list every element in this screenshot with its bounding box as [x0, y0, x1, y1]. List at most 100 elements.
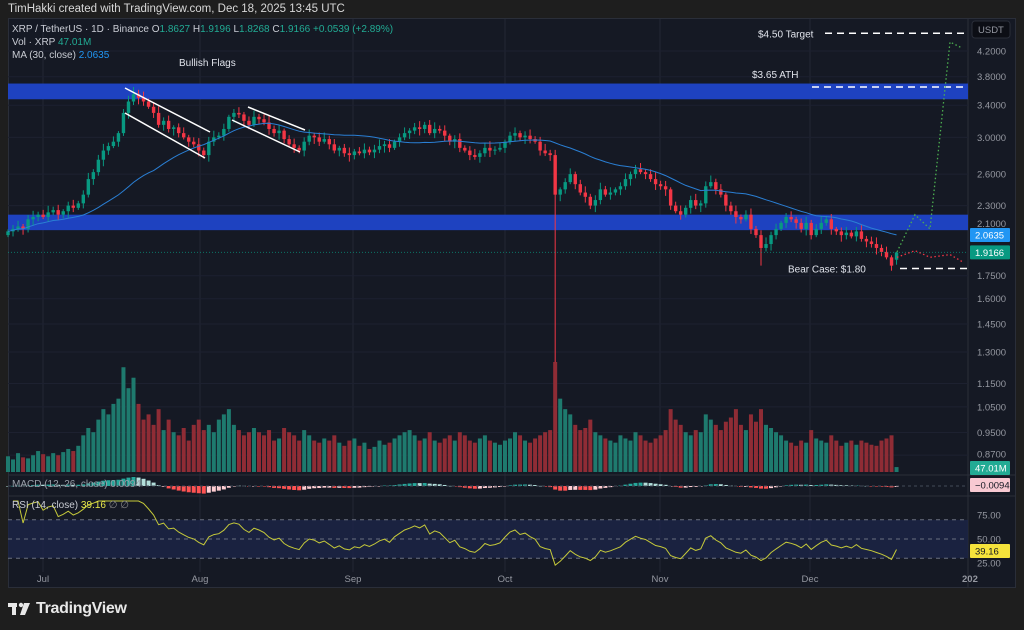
candle-body	[794, 219, 798, 223]
volume-bar	[357, 445, 362, 472]
close-label: C	[272, 24, 280, 35]
macd-label: MACD (12, 26, close)	[12, 479, 108, 490]
candle-body	[709, 182, 713, 187]
tradingview-logo-icon	[8, 602, 30, 615]
volume-bar	[492, 442, 497, 472]
macd-bar	[332, 486, 337, 488]
macd-bar	[462, 486, 467, 488]
macd-legend[interactable]: MACD (12, 26, close) 0.0094	[12, 479, 141, 490]
candle-body	[247, 120, 251, 125]
volume-bar	[191, 424, 196, 472]
volume-bar	[728, 417, 733, 472]
macd-bar	[633, 482, 638, 486]
macd-bar	[472, 486, 477, 489]
volume-bar	[81, 435, 86, 472]
volume-bar	[297, 440, 302, 472]
bullish-flag-lines: Bullish Flags	[124, 58, 306, 159]
candle-body	[362, 149, 367, 154]
macd-bar	[51, 484, 56, 486]
macd-bar	[487, 486, 492, 488]
macd-bar	[327, 486, 332, 488]
macd-bar	[422, 482, 427, 486]
macd-bar	[588, 486, 593, 491]
volume-bar	[241, 435, 246, 472]
volume-bar	[462, 435, 467, 472]
volume-bar	[618, 435, 623, 472]
volume-bar	[497, 444, 502, 472]
macd-bar	[432, 483, 437, 486]
low-value: 1.8268	[239, 24, 270, 35]
ma-legend[interactable]: MA (30, close) 2.0635	[12, 50, 109, 61]
volume-bar	[668, 409, 673, 472]
macd-bar	[568, 486, 573, 490]
macd-bar	[553, 486, 558, 490]
candle-body	[874, 244, 879, 248]
macd-bar	[819, 484, 824, 486]
volume-bar	[528, 442, 533, 472]
candle-body	[227, 116, 231, 129]
volume-bar	[608, 440, 613, 472]
volume-bar	[131, 377, 136, 472]
candle-body	[809, 222, 813, 236]
volume-bar	[538, 435, 543, 472]
symbol-name[interactable]: XRP / TetherUS · 1D · Binance	[12, 24, 149, 35]
macd-bar	[171, 486, 176, 490]
candle-body	[598, 189, 603, 201]
candle-body	[212, 137, 216, 142]
macd-bar	[196, 486, 201, 494]
volume-bar	[86, 428, 91, 472]
macd-bar	[869, 486, 874, 487]
volume-bar	[819, 440, 824, 472]
volume-bar	[718, 430, 723, 472]
volume-bar	[482, 435, 487, 472]
macd-bar	[136, 477, 141, 486]
macd-bar	[96, 481, 101, 486]
macd-bar	[543, 486, 548, 487]
volume-bar	[457, 432, 462, 472]
macd-bar	[688, 486, 693, 488]
candle-body	[372, 149, 377, 153]
candle-body	[327, 139, 331, 145]
candle-body	[312, 135, 316, 138]
macd-bar	[36, 484, 41, 486]
volume-bar	[372, 446, 377, 472]
chart-panel[interactable]	[8, 18, 1016, 588]
rsi-legend[interactable]: RSI (14, close) 39.16 ∅ ∅	[12, 500, 129, 511]
macd-bar	[437, 484, 442, 486]
candle-body	[166, 120, 171, 129]
macd-bar	[824, 484, 829, 486]
volume-bar	[573, 424, 578, 472]
tradingview-logo[interactable]: TradingView	[8, 600, 127, 618]
macd-bar	[548, 486, 553, 488]
volume-bar	[588, 419, 593, 472]
month-label: Aug	[192, 574, 209, 585]
candle-body	[136, 94, 141, 98]
macd-bar	[292, 486, 297, 490]
macd-bar	[889, 486, 894, 488]
macd-bar	[834, 484, 839, 486]
candle-body	[603, 189, 608, 195]
macd-bar	[297, 486, 302, 491]
volume-bar	[327, 440, 332, 472]
candle-body	[528, 135, 532, 140]
open-label: O	[151, 24, 160, 35]
candle-body	[202, 150, 206, 156]
month-label: Jul	[37, 574, 49, 585]
macd-bar	[723, 484, 728, 486]
macd-bar	[713, 484, 718, 486]
macd-bar	[101, 480, 106, 486]
macd-bar	[593, 486, 598, 490]
candle-body	[859, 231, 864, 239]
candle-body	[593, 200, 598, 206]
volume-bar	[723, 421, 728, 472]
volume-legend[interactable]: Vol · XRP 47.01M	[12, 37, 91, 48]
candle-body	[71, 205, 75, 208]
macd-bar	[16, 485, 21, 487]
macd-bar	[131, 477, 136, 486]
volume-bar	[196, 419, 201, 472]
volume-bar	[56, 455, 61, 472]
currency-button	[971, 20, 1011, 39]
volume-bar	[583, 428, 588, 472]
volume-bar	[282, 428, 287, 472]
